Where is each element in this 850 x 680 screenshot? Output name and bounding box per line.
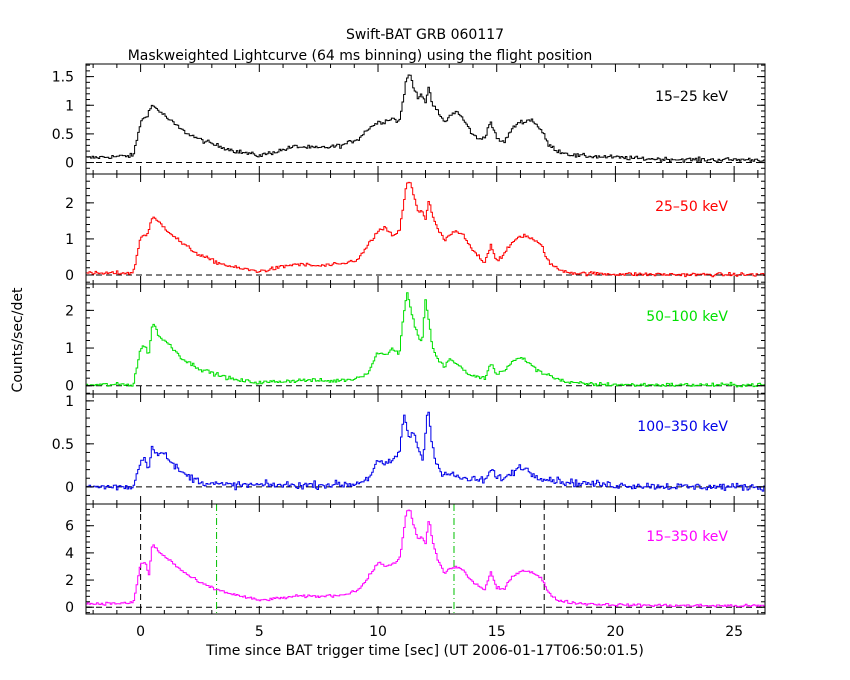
- panel-5: 0 2 4 6 15–350 keV: [65, 503, 766, 616]
- x-tick-label: 20: [607, 624, 625, 640]
- panel-1: 0 0.5 1 1.5 15–25 keV: [52, 63, 766, 175]
- chart-subtitle: Maskweighted Lightcurve (64 ms binning) …: [128, 48, 593, 64]
- y-tick-label: 1.5: [52, 70, 74, 86]
- y-tick-label: 1: [65, 341, 74, 357]
- y-tick-label: 2: [65, 196, 74, 212]
- lightcurve-series: [86, 292, 765, 388]
- band-label: 15–25 keV: [655, 89, 728, 105]
- band-label: 50–100 keV: [646, 309, 728, 325]
- panel-frame: [85, 173, 766, 285]
- y-tick-label: 0: [65, 600, 74, 616]
- y-tick-label: 1: [65, 98, 74, 114]
- panel-3: 0 1 2 50–100 keV: [65, 283, 766, 395]
- y-tick-label: 0: [65, 480, 74, 496]
- y-tick-label: 0: [65, 268, 74, 284]
- panel-frame: [85, 503, 766, 615]
- panel-frame: [85, 283, 766, 395]
- x-axis-title: Time since BAT trigger time [sec] (UT 20…: [205, 643, 644, 659]
- lightcurve-series: [86, 509, 765, 608]
- y-tick-label: 0: [65, 379, 74, 395]
- y-tick-label: 0: [65, 156, 74, 172]
- y-axis-title: Counts/sec/det: [10, 287, 26, 392]
- x-tick-label: 10: [369, 624, 387, 640]
- lightcurve-series: [86, 74, 765, 163]
- y-tick-label: 2: [65, 303, 74, 319]
- y-tick-label: 1: [65, 394, 74, 410]
- y-tick-label: 1: [65, 232, 74, 248]
- band-label: 100–350 keV: [637, 419, 728, 435]
- y-tick-label: 6: [65, 519, 74, 535]
- panel-frame: [85, 63, 766, 175]
- y-tick-label: 4: [65, 546, 74, 562]
- y-tick-label: 0.5: [52, 127, 74, 143]
- band-label: 15–350 keV: [646, 529, 728, 545]
- lightcurve-series: [86, 411, 765, 492]
- y-tick-label: 0.5: [52, 437, 74, 453]
- chart-title: Swift-BAT GRB 060117: [346, 27, 504, 43]
- panel-4: 0 0.5 1 100–350 keV: [52, 393, 766, 505]
- x-tick-label: 15: [488, 624, 506, 640]
- x-tick-label: 25: [725, 624, 743, 640]
- panel-2: 0 1 2 25–50 keV: [65, 173, 766, 285]
- x-tick-label: 5: [255, 624, 264, 640]
- lightcurve-series: [86, 181, 765, 278]
- x-tick-label: 0: [136, 624, 145, 640]
- y-tick-label: 2: [65, 573, 74, 589]
- band-label: 25–50 keV: [655, 199, 728, 215]
